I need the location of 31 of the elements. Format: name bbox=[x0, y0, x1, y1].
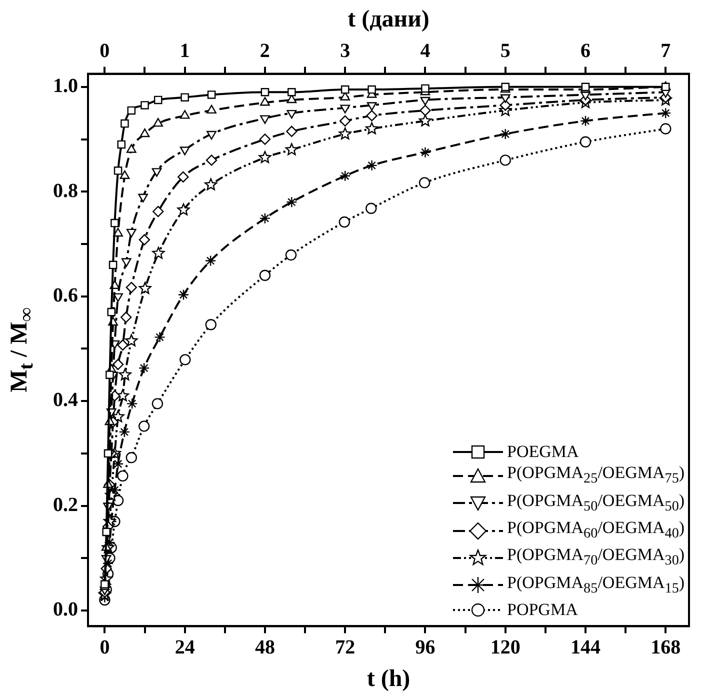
y-tick-label: 0.6 bbox=[53, 284, 78, 307]
legend-label: P(OPGMA$_{85}$/OEGMA$_{15}$) bbox=[507, 572, 685, 598]
x2-tick-label: 1 bbox=[180, 40, 190, 62]
x-axis-title: t (h) bbox=[366, 666, 410, 692]
legend-label: P(OPGMA$_{60}$/OEGMA$_{40}$) bbox=[507, 516, 685, 544]
x2-tick-label: 3 bbox=[340, 40, 350, 62]
legend-label: POEGMA bbox=[507, 441, 579, 462]
x2-tick-label: 6 bbox=[580, 40, 590, 62]
x2-tick-label: 5 bbox=[500, 40, 510, 62]
y-tick-label: 0.2 bbox=[53, 494, 78, 516]
x-tick-label: 144 bbox=[570, 636, 600, 658]
x-tick-label: 48 bbox=[254, 636, 275, 658]
legend-label: POPGMA bbox=[507, 599, 578, 620]
x-tick-label: 96 bbox=[415, 636, 436, 658]
x-tick-label: 168 bbox=[650, 636, 681, 658]
x2-tick-label: 4 bbox=[420, 40, 430, 62]
legend-label: P(OPGMA$_{50}$/OEGMA$_{50}$) bbox=[507, 490, 685, 516]
legend-label: P(OPGMA$_{70}$/OEGMA$_{30}$) bbox=[507, 544, 685, 571]
legend-label: P(OPGMA$_{25}$/OEGMA$_{75}$) bbox=[507, 462, 685, 489]
x2-tick-label: 7 bbox=[660, 40, 671, 62]
x2-axis-title: t (дани) bbox=[348, 6, 430, 33]
x-tick-label: 0 bbox=[100, 636, 110, 658]
x-tick-label: 72 bbox=[335, 636, 356, 658]
y-tick-label: 0.4 bbox=[53, 389, 78, 412]
y-tick-label: 1.0 bbox=[53, 75, 78, 98]
x2-tick-label: 0 bbox=[100, 40, 110, 62]
x-tick-label: 24 bbox=[174, 636, 195, 658]
x-tick-label: 120 bbox=[490, 636, 520, 658]
x2-tick-label: 2 bbox=[260, 40, 270, 62]
y-tick-label: 0.8 bbox=[53, 180, 78, 202]
y-tick-label: 0.0 bbox=[53, 598, 78, 621]
